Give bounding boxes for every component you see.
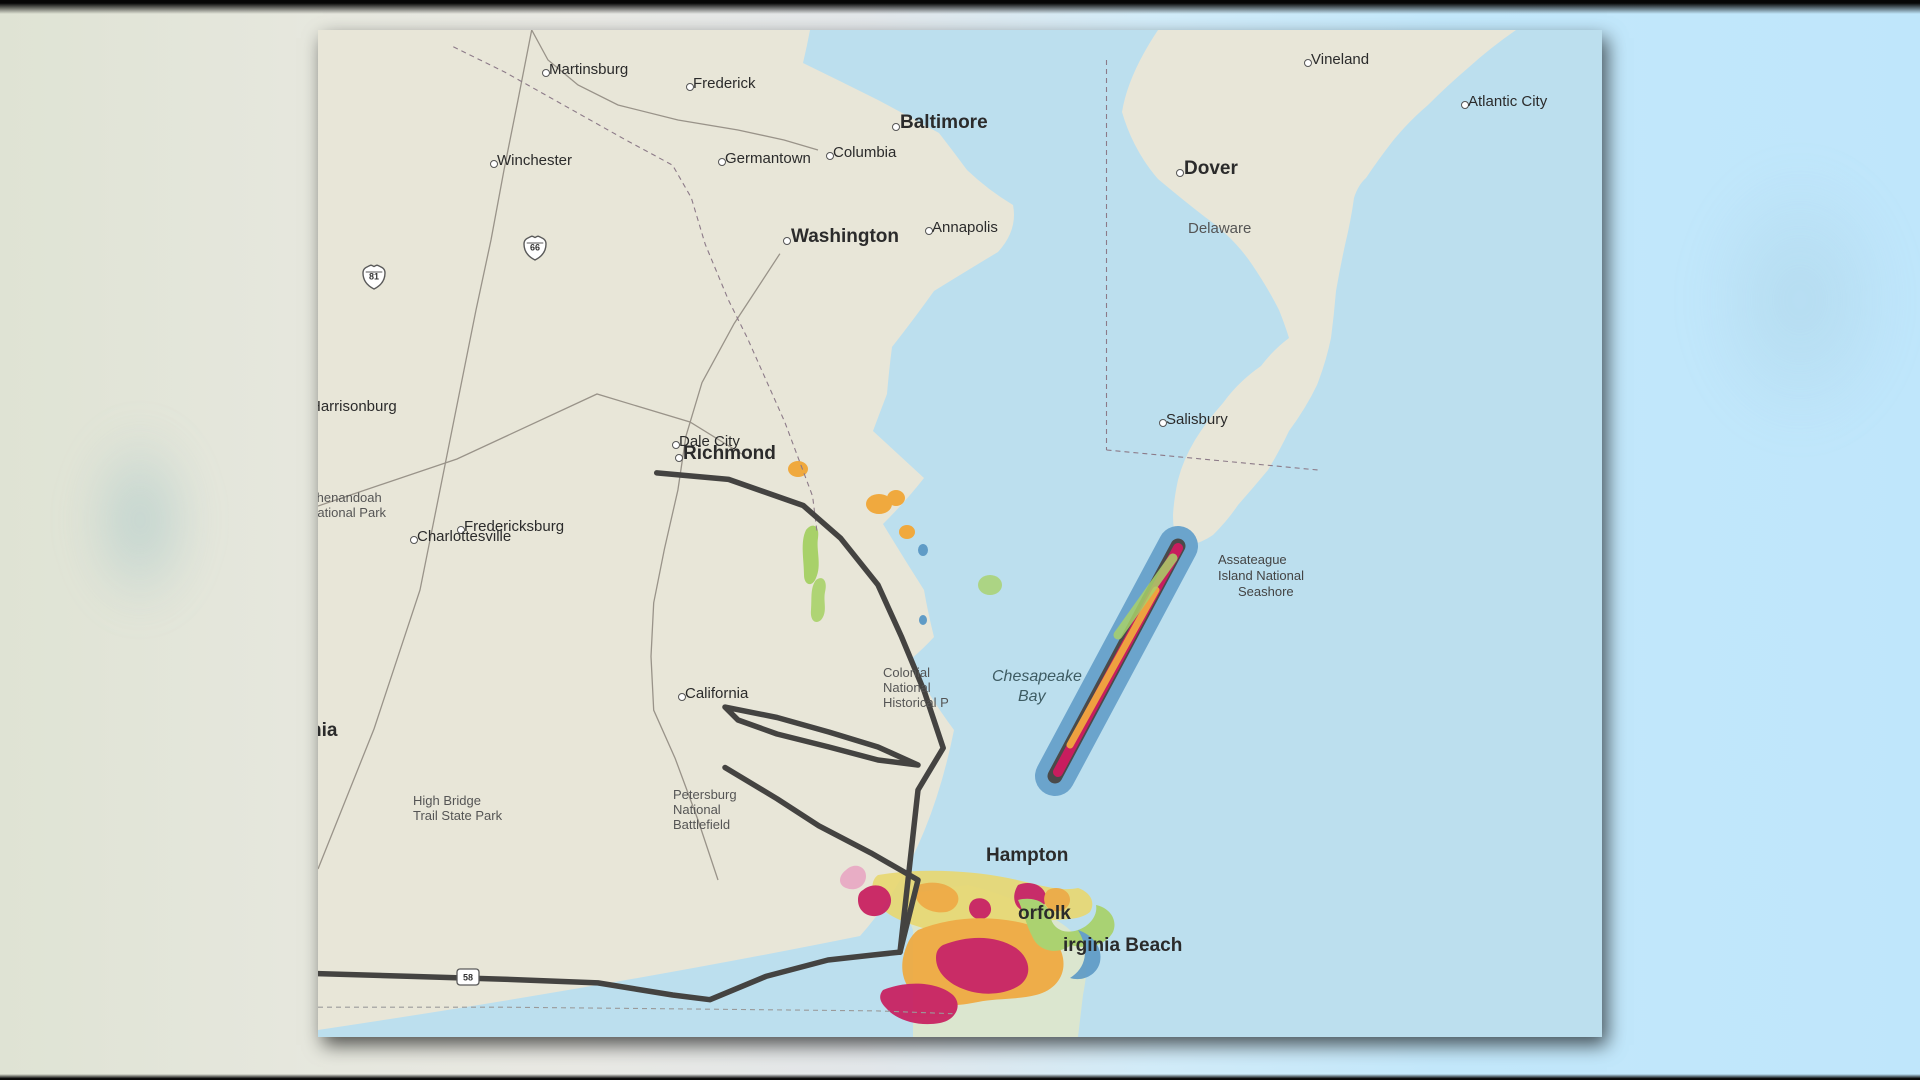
svg-text:66: 66 <box>530 243 540 253</box>
svg-text:81: 81 <box>369 272 379 282</box>
svg-text:58: 58 <box>463 973 473 983</box>
